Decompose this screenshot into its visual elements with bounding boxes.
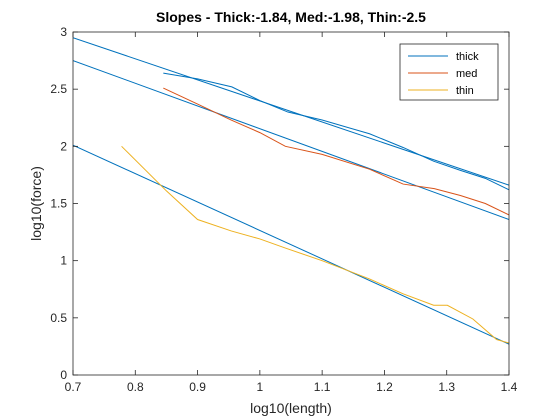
x-axis-label: log10(length) — [250, 400, 332, 416]
legend-label-thick: thick — [456, 51, 479, 63]
legend-label-thin: thin — [456, 85, 474, 97]
legend-label-med: med — [456, 68, 477, 80]
x-tick-label: 1.1 — [314, 380, 331, 394]
y-tick-label: 0.5 — [50, 311, 67, 325]
x-tick-label: 1.2 — [376, 380, 393, 394]
fit-line-2 — [73, 60, 509, 220]
y-tick-label: 1.5 — [50, 197, 67, 211]
y-axis-label: log10(force) — [28, 166, 44, 241]
x-tick-label: 1.3 — [438, 380, 455, 394]
legend: thick med thin — [399, 43, 499, 101]
data-layer — [73, 37, 509, 345]
y-tick-label: 0 — [60, 368, 67, 382]
x-tick-label: 0.9 — [189, 380, 206, 394]
y-tick-label: 2.5 — [50, 82, 67, 96]
series-line-med — [163, 87, 509, 216]
series-line-thick — [163, 72, 509, 191]
x-tick-label: 1 — [257, 380, 264, 394]
x-tick-label: 0.8 — [127, 380, 144, 394]
x-tick-label: 0.7 — [65, 380, 82, 394]
axes-layer: 0.7 0.8 0.9 1 1.1 1.2 1.3 1.4 0 0.5 1 1.5 2 2.5 3 — [50, 25, 517, 394]
y-tick-label: 3 — [60, 25, 67, 39]
legend-box — [399, 43, 499, 101]
x-tick-label: 1.4 — [501, 380, 518, 394]
series-line-thin — [121, 145, 509, 344]
y-tick-label: 2 — [60, 139, 67, 153]
chart-title: Slopes - Thick:-1.84, Med:-1.98, Thin:-2… — [156, 9, 426, 25]
y-tick-label: 1 — [60, 254, 67, 268]
fit-line-3 — [73, 144, 509, 345]
fit-line-1 — [73, 37, 509, 186]
